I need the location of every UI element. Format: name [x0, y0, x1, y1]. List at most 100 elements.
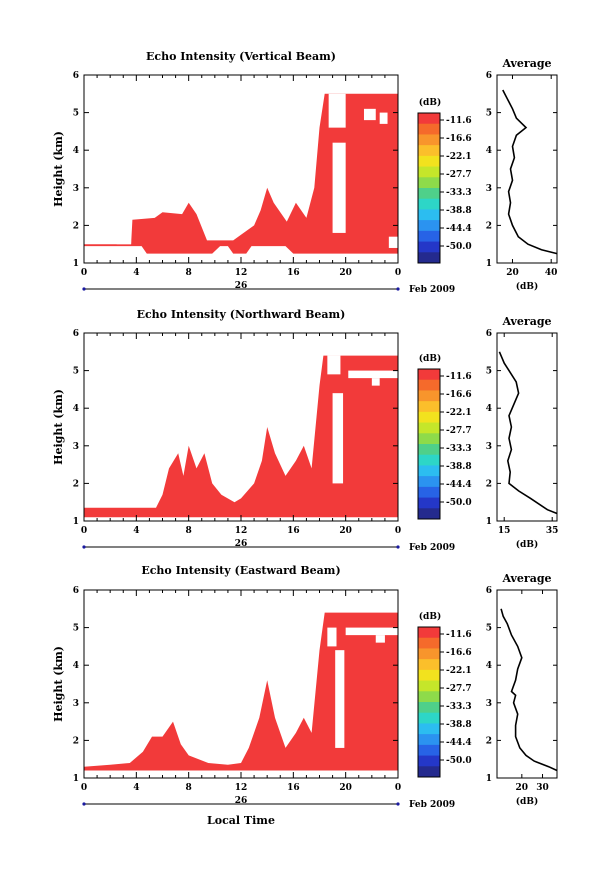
x-tick-label: 20	[506, 268, 519, 278]
colorbar-swatch	[418, 637, 440, 649]
colorbar-swatch	[418, 702, 440, 714]
colorbar-label: -38.8	[446, 462, 472, 472]
y-tick-label: 6	[486, 329, 492, 339]
colorbar-label: -33.3	[446, 188, 472, 198]
y-tick-label: 5	[73, 109, 79, 119]
y-tick-label: 2	[486, 221, 492, 231]
x-tick-label: 4	[133, 783, 139, 793]
colorbar-swatch	[418, 497, 440, 509]
y-tick-label: 4	[486, 404, 492, 414]
y-tick-label: 1	[486, 259, 492, 269]
echo-gap	[363, 108, 376, 121]
panel-title: Echo Intensity (Eastward Beam)	[141, 564, 340, 577]
echo-gap	[345, 627, 398, 636]
day-bar-end	[396, 287, 400, 291]
average-xlabel: (dB)	[516, 281, 538, 292]
x-tick-label: 35	[546, 526, 559, 536]
colorbar-label: -22.1	[446, 152, 472, 162]
colorbar-swatch	[418, 134, 440, 146]
y-tick-label: 4	[486, 146, 492, 156]
colorbar-swatch	[418, 411, 440, 423]
colorbar-label: -50.0	[446, 756, 472, 766]
y-tick-label: 5	[73, 624, 79, 634]
day-bar-end	[82, 545, 86, 549]
y-axis-label: Height (km)	[52, 646, 65, 722]
y-tick-label: 2	[73, 221, 79, 231]
date-label: Feb 2009	[409, 285, 455, 295]
echo-gap	[371, 378, 380, 386]
colorbar-swatch	[418, 691, 440, 703]
colorbar-frame	[417, 112, 441, 264]
x-tick-label: 20	[339, 526, 352, 536]
x-tick-label: 0	[81, 783, 87, 793]
y-tick-label: 1	[73, 774, 79, 784]
y-tick-label: 3	[73, 699, 79, 709]
colorbar-label: -16.6	[446, 134, 472, 144]
colorbar-swatch	[418, 648, 440, 660]
average-profile-eastward: Average 1 2 3 4 5 6 20 30 (dB)	[486, 572, 558, 807]
colorbar-swatch	[418, 155, 440, 167]
colorbar-label: -27.7	[446, 426, 472, 436]
average-profile-line	[502, 89, 558, 255]
echo-heatmap	[84, 93, 398, 254]
colorbar: (dB) -11.6 -16.6 -22.1 -27.7 -33.3 -38.8 -44.4 -…	[417, 611, 472, 778]
colorbar-swatch	[418, 188, 440, 200]
colorbar-unit: (dB)	[419, 97, 441, 108]
x-tick-label: 4	[133, 268, 139, 278]
echo-gap	[327, 355, 341, 375]
average-profile-line	[500, 608, 558, 772]
day-label: 26	[235, 539, 248, 549]
y-axis-label: Height (km)	[52, 389, 65, 465]
northward-beam-panel: Echo Intensity (Northward Beam) Height (…	[52, 308, 455, 553]
colorbar-label: -38.8	[446, 206, 472, 216]
colorbar-label: -38.8	[446, 720, 472, 730]
average-xlabel: (dB)	[516, 796, 538, 807]
colorbar-label: -22.1	[446, 666, 472, 676]
y-tick-label: 5	[486, 367, 492, 377]
y-tick-label: 3	[73, 184, 79, 194]
x-tick-label: 0	[395, 526, 401, 536]
colorbar-swatch	[418, 766, 440, 778]
x-tick-label: 30	[536, 783, 549, 793]
colorbar-swatch	[418, 230, 440, 242]
y-tick-label: 1	[73, 517, 79, 527]
echo-gap	[348, 370, 398, 379]
y-tick-label: 1	[73, 259, 79, 269]
colorbar-frame	[417, 626, 441, 778]
x-tick-label: 12	[235, 783, 248, 793]
colorbar: (dB) -11.6 -16.6 -22.1 -27.7 -33.3 -38.8 -44.4 -…	[417, 353, 472, 520]
colorbar-label: -11.6	[446, 116, 472, 126]
day-bar-end	[82, 287, 86, 291]
colorbar-label: -33.3	[446, 444, 472, 454]
y-tick-label: 6	[73, 586, 79, 596]
colorbar-unit: (dB)	[419, 353, 441, 364]
echo-region	[84, 355, 398, 518]
echo-region	[84, 612, 398, 771]
colorbar-swatch	[418, 209, 440, 221]
panel-title: Echo Intensity (Vertical Beam)	[146, 50, 336, 63]
colorbar: (dB) -11.6 -16.6 -22.1 -27.7 -33.3 -38.8 -44.4 -…	[417, 97, 472, 264]
y-tick-label: 4	[486, 661, 492, 671]
colorbar-swatch	[418, 744, 440, 756]
colorbar-label: -44.4	[446, 480, 472, 490]
y-tick-label: 5	[486, 109, 492, 119]
panel-title: Echo Intensity (Northward Beam)	[137, 308, 346, 321]
colorbar-label: -44.4	[446, 738, 472, 748]
y-tick-label: 4	[73, 146, 79, 156]
colorbar-label: -27.7	[446, 170, 472, 180]
echo-heatmap	[84, 612, 398, 771]
x-tick-label: 0	[395, 268, 401, 278]
y-tick-label: 6	[486, 586, 492, 596]
day-bar-end	[396, 802, 400, 806]
average-frame	[496, 589, 558, 779]
x-tick-label: 20	[339, 268, 352, 278]
echo-gap	[332, 142, 346, 233]
colorbar-swatch	[418, 241, 440, 253]
colorbar-swatch	[418, 680, 440, 692]
colorbar-swatch	[418, 486, 440, 498]
x-tick-label: 12	[235, 268, 248, 278]
colorbar-swatch	[418, 508, 440, 520]
colorbar-label: -33.3	[446, 702, 472, 712]
